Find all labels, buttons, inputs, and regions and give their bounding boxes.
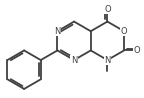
Text: N: N (71, 56, 77, 65)
Text: O: O (121, 27, 127, 36)
Text: N: N (104, 56, 111, 65)
Text: N: N (54, 27, 61, 36)
Text: O: O (104, 5, 111, 14)
Text: O: O (133, 46, 140, 55)
